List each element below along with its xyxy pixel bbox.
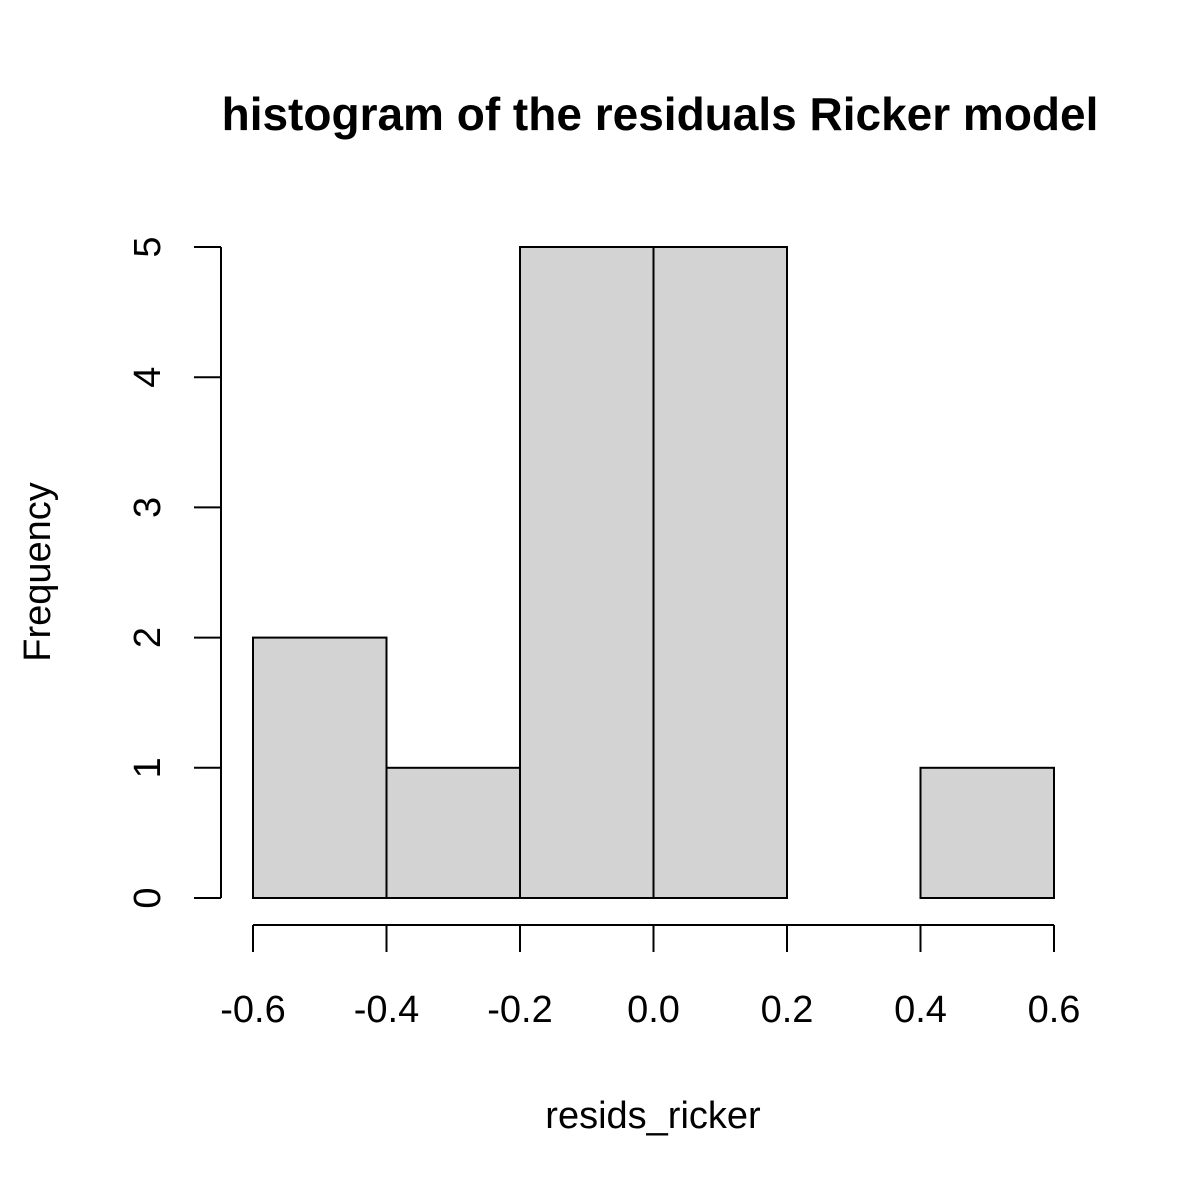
- y-tick-label-5: 5: [127, 236, 169, 257]
- bars-group: [252, 246, 1055, 899]
- x-tick-label-2: -0.2: [487, 989, 552, 1031]
- y-axis: 0 1 2 3 4 5: [127, 236, 222, 909]
- histogram-bar-3: [652, 246, 788, 899]
- y-tick-label-0: 0: [127, 887, 169, 908]
- x-tick-label-1: -0.4: [354, 989, 419, 1031]
- histogram-bar-5: [919, 766, 1055, 899]
- x-tick-label-4: 0.2: [761, 989, 814, 1031]
- y-axis-label: Frequency: [17, 482, 59, 662]
- x-tick-label-3: 0.0: [627, 989, 680, 1031]
- y-tick-label-1: 1: [127, 757, 169, 778]
- chart-title: histogram of the residuals Ricker model: [222, 88, 1099, 140]
- y-tick-label-3: 3: [127, 497, 169, 518]
- x-axis: -0.6 -0.4 -0.2 0.0 0.2 0.4 0.6: [220, 924, 1081, 1031]
- histogram-bar-2: [519, 246, 655, 899]
- x-tick-label-5: 0.4: [894, 989, 947, 1031]
- y-tick-label-2: 2: [127, 627, 169, 648]
- x-axis-label: resids_ricker: [545, 1095, 761, 1137]
- x-tick-label-6: 0.6: [1028, 989, 1081, 1031]
- histogram-bar-1: [385, 766, 521, 899]
- histogram-bar-0: [252, 636, 388, 899]
- x-tick-label-0: -0.6: [220, 989, 285, 1031]
- y-tick-label-4: 4: [127, 367, 169, 388]
